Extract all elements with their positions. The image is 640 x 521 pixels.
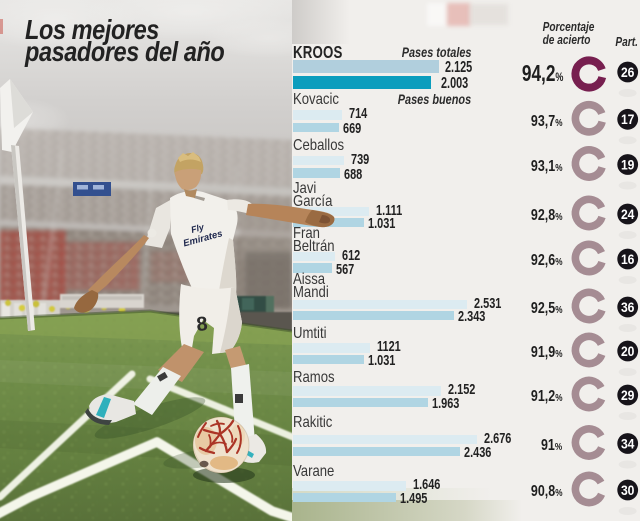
svg-text:20: 20: [621, 343, 635, 359]
svg-text:30: 30: [621, 482, 635, 498]
svg-text:36: 36: [621, 299, 635, 315]
svg-text:8: 8: [196, 313, 209, 336]
svg-text:16: 16: [621, 251, 635, 267]
svg-text:26: 26: [621, 64, 635, 80]
svg-text:29: 29: [621, 387, 635, 403]
svg-text:19: 19: [621, 156, 635, 172]
svg-text:24: 24: [621, 206, 635, 222]
svg-text:Fly: Fly: [190, 222, 206, 235]
svg-text:17: 17: [621, 111, 635, 127]
svg-text:34: 34: [621, 435, 635, 451]
